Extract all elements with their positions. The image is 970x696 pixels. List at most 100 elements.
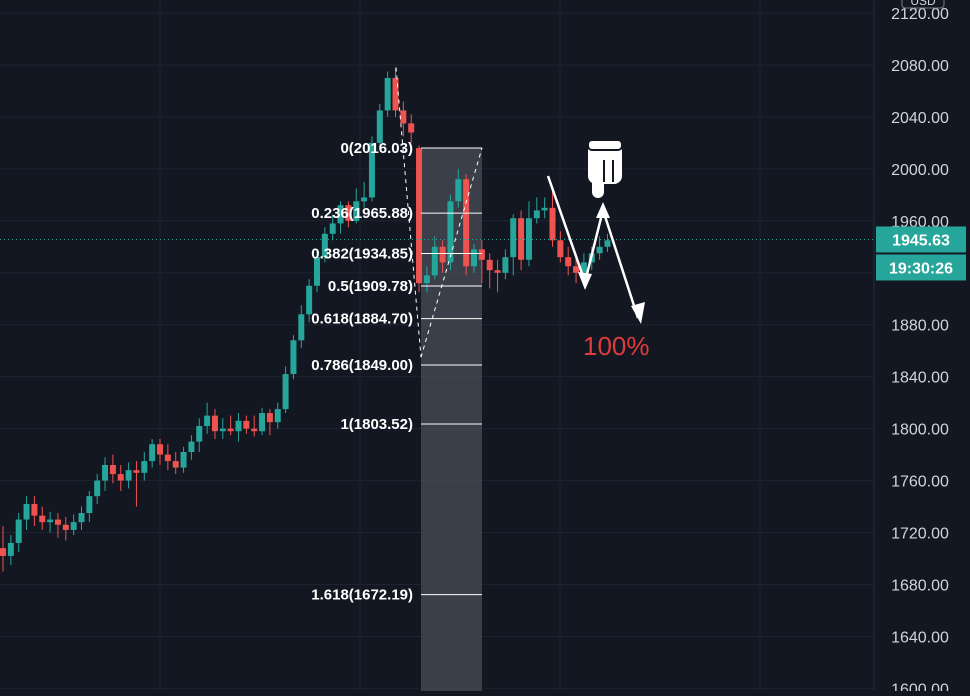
candle-body <box>314 257 320 286</box>
candle-body <box>149 444 156 462</box>
candle-body <box>23 503 30 520</box>
axis-tick-label: 1600.00 <box>891 681 949 691</box>
arrow-head <box>596 202 610 218</box>
fib-level-label: 0.786(1849.00) <box>311 357 413 374</box>
candle-body <box>0 548 6 556</box>
candle-body <box>266 413 273 423</box>
candle-body <box>400 110 407 124</box>
price-axis: 1600.00 1640.00 1680.00 1720.00 1760.00 1800.… <box>873 0 949 696</box>
candle-body <box>141 461 148 473</box>
candle-body <box>70 522 77 530</box>
arrow-head <box>578 272 592 290</box>
axis-tick-label: 2080.00 <box>891 58 949 75</box>
candle-body <box>180 452 187 468</box>
countdown-badge: 19:30:26 <box>876 254 966 281</box>
candle-body <box>345 205 352 221</box>
currency-label: USD <box>910 0 936 8</box>
candle-body <box>15 519 22 543</box>
candle-body <box>102 464 109 481</box>
candle-body <box>7 542 14 556</box>
candle-body <box>541 207 548 211</box>
forecast-arrow <box>546 175 640 319</box>
drawing-overlay: 100% <box>546 139 650 361</box>
candle-body <box>235 420 242 432</box>
candle-body <box>109 464 116 475</box>
candle-body <box>596 246 603 254</box>
fib-trend-line <box>395 67 422 358</box>
candle-body <box>164 454 171 462</box>
candle-body <box>353 201 360 221</box>
candle-body <box>117 474 124 481</box>
candle-body <box>39 515 46 523</box>
current-price: 1945.63 <box>892 232 950 249</box>
candle-body <box>274 409 281 423</box>
axis-tick-label: 2040.00 <box>891 110 949 127</box>
candle-body <box>290 340 297 375</box>
fib-level-label: 1(1803.52) <box>340 416 413 433</box>
candle-body <box>518 218 525 260</box>
fib-level-label: 0.236(1965.88) <box>311 205 413 222</box>
candle-body <box>502 257 509 273</box>
candle-body <box>227 428 234 432</box>
candle-body <box>439 246 446 263</box>
candle-body <box>580 262 587 273</box>
candle-body <box>549 207 556 241</box>
candle-body <box>306 285 313 315</box>
candle-body <box>376 110 383 143</box>
candle-body <box>604 240 611 247</box>
candle-body <box>86 496 93 514</box>
axis-tick-label: 1880.00 <box>891 318 949 335</box>
candle-body <box>78 513 85 523</box>
axis-tick-label: 1640.00 <box>891 629 949 646</box>
candle-body <box>243 420 250 429</box>
candle-body <box>219 428 226 432</box>
candle-body <box>368 142 375 198</box>
candle-body <box>557 240 564 258</box>
candle-body <box>204 415 211 427</box>
candle-body <box>478 249 485 260</box>
candle-body <box>94 480 101 497</box>
axis-tick-label: 1800.00 <box>891 422 949 439</box>
candle-body <box>463 179 470 267</box>
candle-body <box>573 266 580 273</box>
candle-body <box>486 259 493 271</box>
candle-body <box>416 148 423 284</box>
candle-body <box>298 314 305 341</box>
candle-body <box>282 374 289 410</box>
candle-body <box>251 428 258 432</box>
candle-body <box>259 413 266 432</box>
candle-body <box>172 461 179 468</box>
axis-tick-label: 1760.00 <box>891 474 949 491</box>
countdown: 19:30:26 <box>889 260 953 277</box>
candle-body <box>533 210 540 219</box>
fib-level-label: 0.382(1934.85) <box>311 245 413 262</box>
candle-body <box>361 197 368 202</box>
axis-tick-label: 1720.00 <box>891 526 949 543</box>
arrow-head <box>631 302 645 324</box>
candle-body <box>188 441 195 453</box>
candle-body <box>157 444 163 455</box>
candle-body <box>471 249 477 267</box>
candle-body <box>211 415 218 432</box>
fib-level-label: 0.618(1884.70) <box>311 311 413 328</box>
candle-body <box>423 275 430 284</box>
candle-body <box>447 201 454 263</box>
candle-body <box>196 426 203 442</box>
axis-tick-label: 1840.00 <box>891 370 949 387</box>
candle-body <box>408 123 415 133</box>
candle-body <box>455 179 462 202</box>
candle-body <box>431 246 438 276</box>
candle-body <box>62 524 69 530</box>
candle-body <box>494 270 501 273</box>
candle-body <box>54 519 61 525</box>
fib-level-label: 0(2016.03) <box>340 140 413 157</box>
candle-body <box>321 233 328 258</box>
fib-levels: 0(2016.03) 0.236(1965.88) 0.382(1934.85) 0.… <box>0 67 874 604</box>
candle-body <box>31 503 38 516</box>
candle-body <box>337 205 344 224</box>
candle-body <box>384 77 391 111</box>
axis-tick-label: 2000.00 <box>891 162 949 179</box>
candle-body <box>125 470 132 481</box>
